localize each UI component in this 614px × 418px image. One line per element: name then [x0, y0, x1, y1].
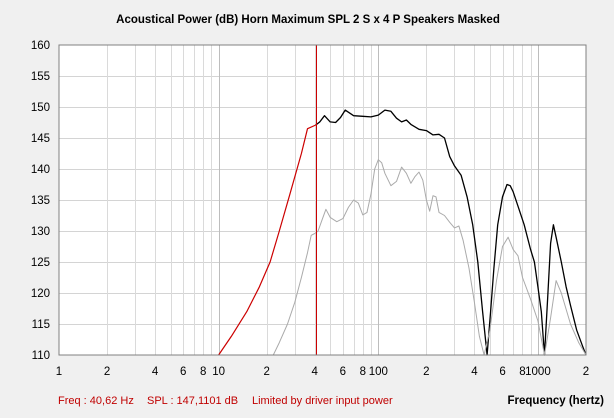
- x-tick-label: 4: [471, 366, 478, 378]
- x-tick-label: 100: [369, 366, 388, 378]
- plot-frame: [58, 44, 587, 356]
- series-layer: [218, 109, 587, 356]
- y-tick-label: 115: [32, 319, 50, 331]
- y-axis-ticks: 160 155 150 145 140 135 130 125 120 115 110: [31, 40, 50, 362]
- x-tick-label: 1: [56, 366, 62, 378]
- y-tick-label: 140: [31, 164, 50, 176]
- status-frequency: Freq : 40,62 Hz: [58, 395, 134, 407]
- x-tick-label: 6: [499, 366, 505, 378]
- x-tick-label: 6: [340, 366, 346, 378]
- x-tick-label: 8: [360, 366, 366, 378]
- status-message: Limited by driver input power: [252, 395, 393, 407]
- y-tick-label: 130: [31, 226, 50, 238]
- x-tick-label: 1000: [525, 366, 551, 378]
- y-tick-label: 150: [31, 102, 50, 114]
- y-tick-label: 120: [31, 288, 50, 300]
- chart-title: Acoustical Power (dB) Horn Maximum SPL 2…: [116, 14, 500, 26]
- x-tick-label: 6: [180, 366, 186, 378]
- x-tick-label: 2: [583, 366, 589, 378]
- x-tick-label: 2: [104, 366, 110, 378]
- x-tick-label: 10: [212, 366, 225, 378]
- x-tick-label: 2: [423, 366, 429, 378]
- y-tick-label: 125: [31, 257, 50, 269]
- x-tick-label: 4: [152, 366, 159, 378]
- y-tick-label: 155: [31, 71, 50, 83]
- y-tick-label: 135: [31, 195, 50, 207]
- series-line-1: [218, 124, 317, 356]
- series-line-3: [272, 159, 587, 356]
- x-tick-label: 8: [519, 366, 525, 378]
- x-tick-label: 4: [312, 366, 319, 378]
- status-spl: SPL : 147,1101 dB: [147, 395, 238, 407]
- grid: [59, 45, 586, 355]
- x-axis-ticks: 1 2 4 6 8 10 2 4 6 8 100 2 4 6 8 1000 2: [56, 366, 589, 378]
- x-tick-label: 8: [200, 366, 206, 378]
- x-tick-label: 2: [264, 366, 270, 378]
- y-tick-label: 110: [32, 350, 50, 362]
- y-tick-label: 145: [31, 133, 50, 145]
- y-tick-label: 160: [31, 40, 50, 52]
- series-line-2: [315, 109, 587, 356]
- x-axis-label: Frequency (hertz): [508, 395, 605, 407]
